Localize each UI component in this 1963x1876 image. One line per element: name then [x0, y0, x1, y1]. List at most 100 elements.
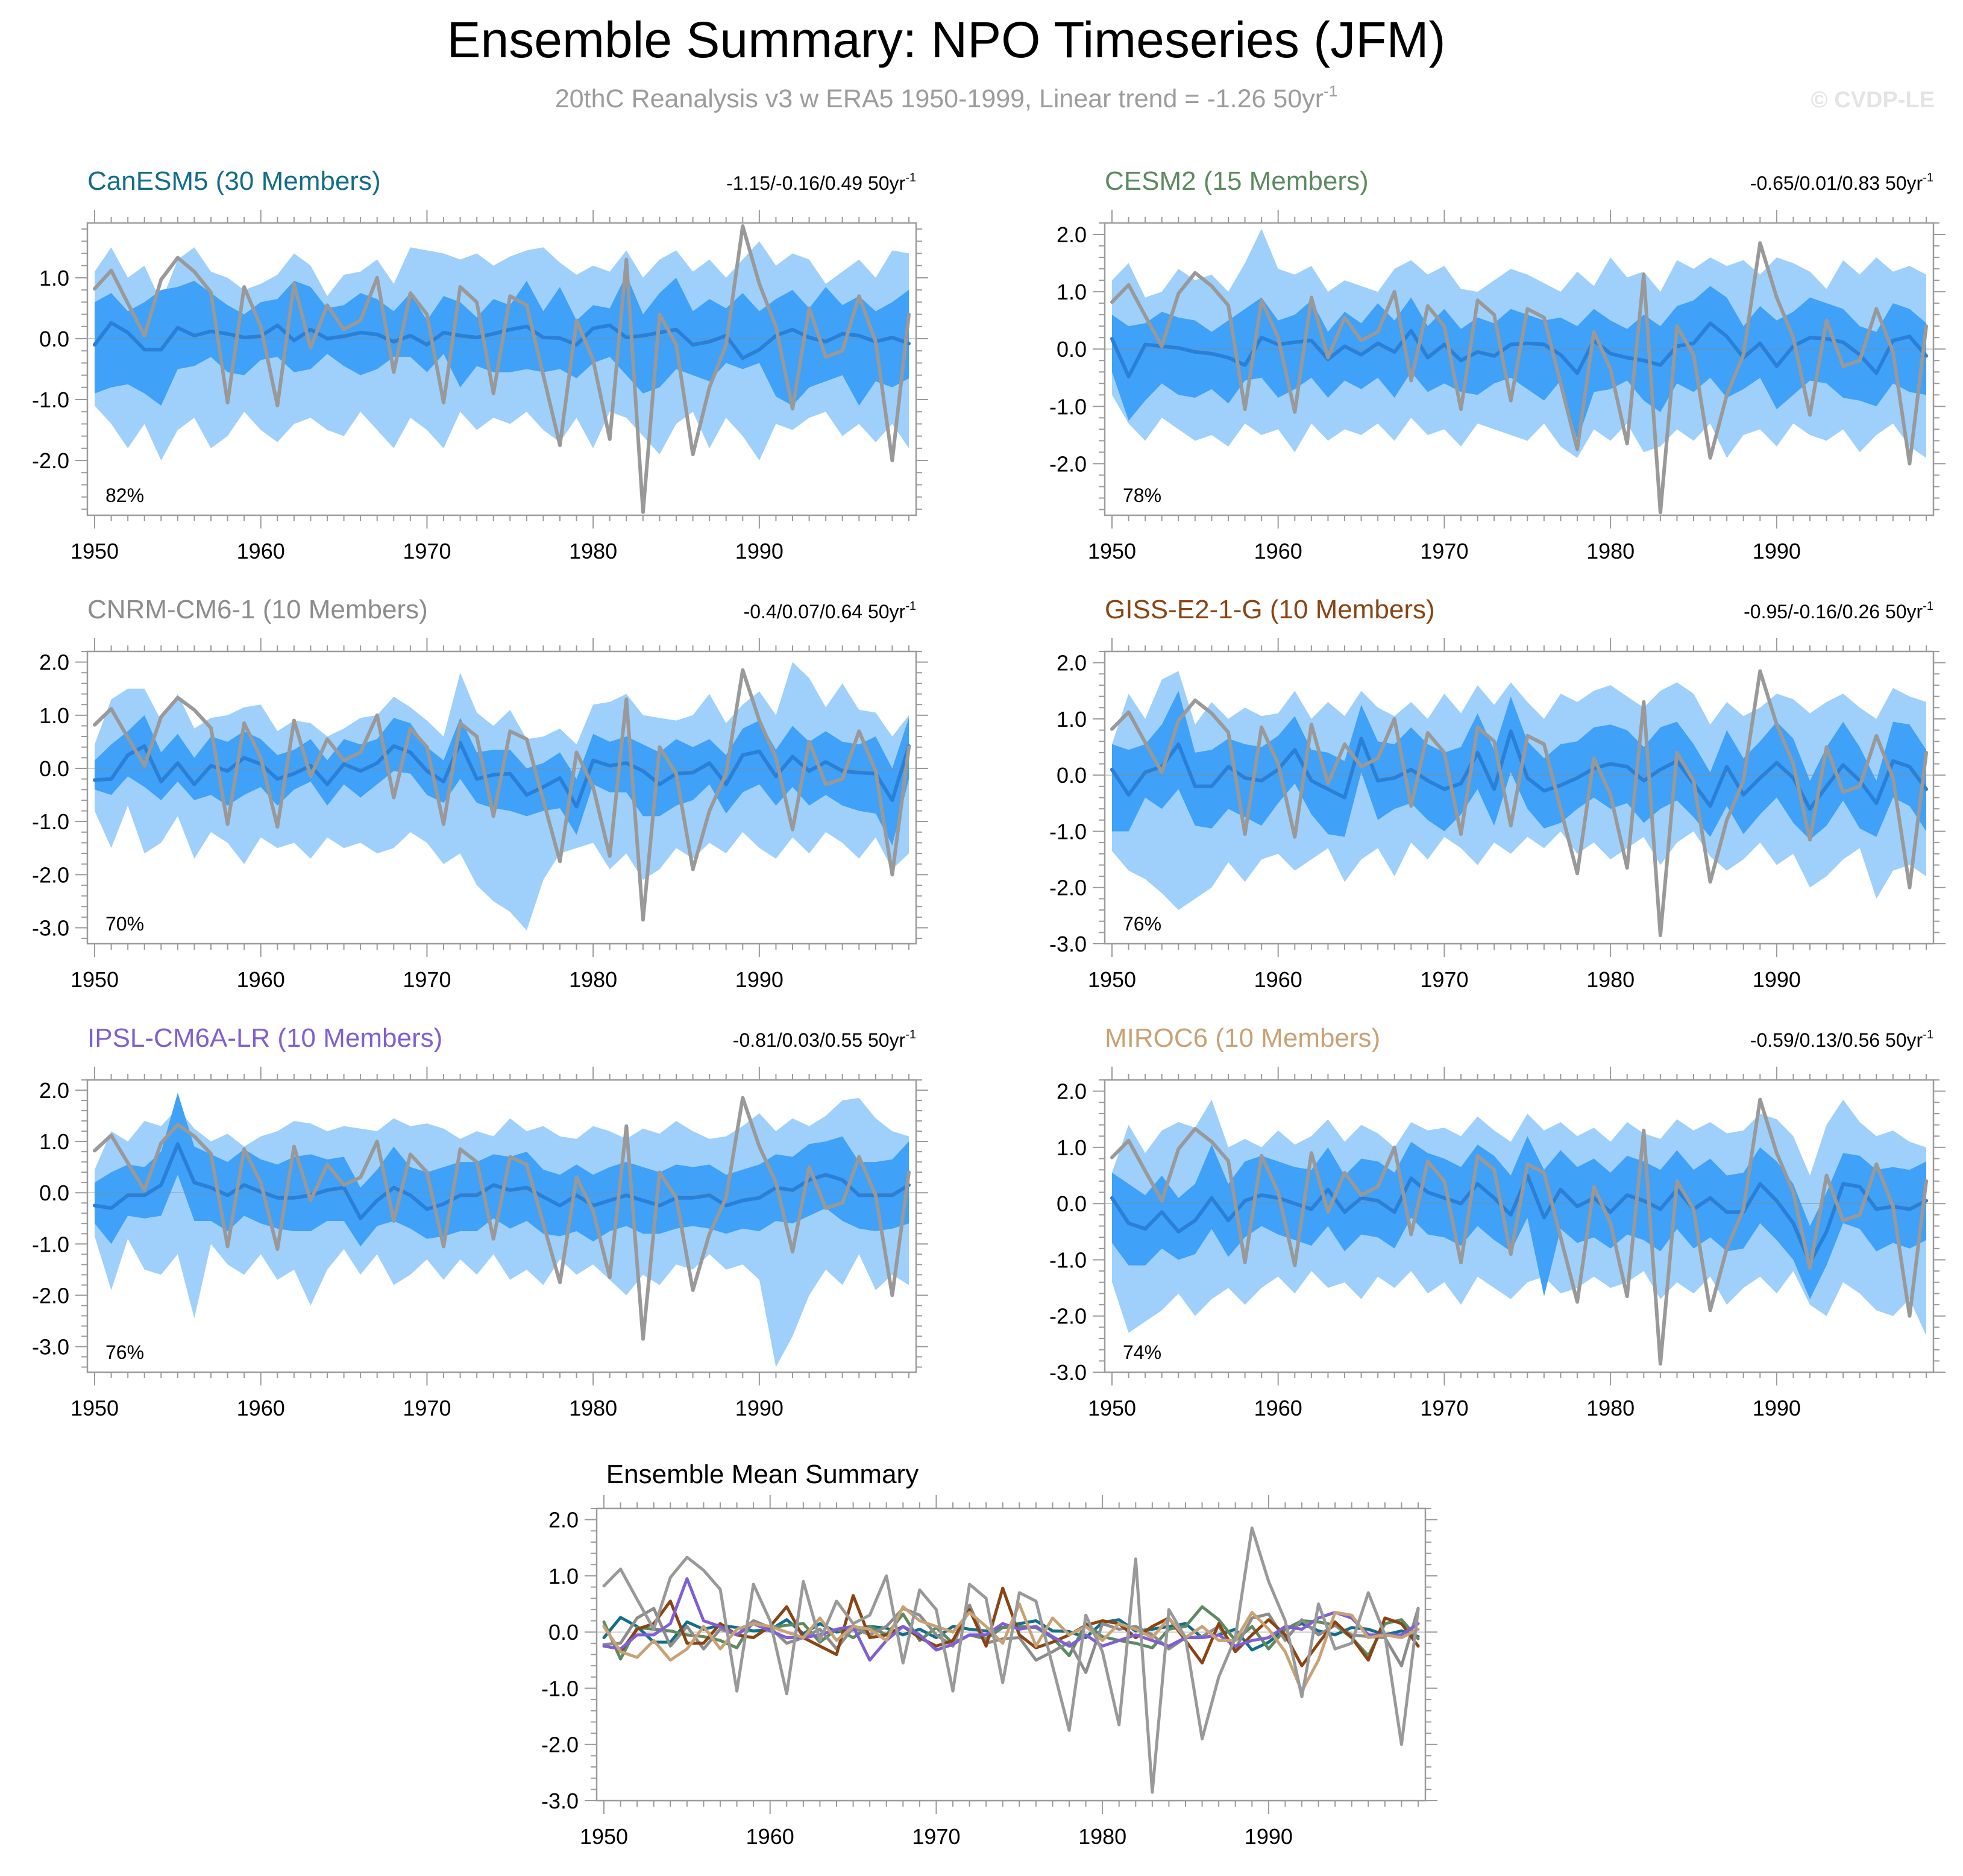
y-tick-label: 0.0	[1057, 1191, 1087, 1216]
percent-label: 70%	[105, 913, 144, 935]
plot-area-canesm5-30-members	[87, 224, 916, 514]
y-tick-label: -3.0	[541, 1789, 579, 1813]
ensemble-mean-line	[93, 321, 911, 360]
y-tick-label: 0.0	[39, 756, 69, 781]
y-tick-label: -1.0	[1049, 819, 1087, 844]
x-tick-label: 1970	[403, 539, 451, 563]
panel-title: IPSL-CM6A-LR (10 Members)	[87, 1023, 442, 1053]
panel-frame	[86, 650, 917, 945]
y-tick-label: 1.0	[39, 1129, 69, 1154]
y-tick-label: 0.0	[39, 327, 69, 351]
x-tick-label: 1970	[1420, 967, 1468, 992]
x-tick-label: 1970	[403, 967, 451, 992]
x-tick-label: 1990	[1245, 1824, 1293, 1849]
figure-subtitle: 20thC Reanalysis v3 w ERA5 1950-1999, Li…	[555, 82, 1337, 113]
trend-value: -0.59/0.13/0.56 50yr	[1750, 1029, 1923, 1051]
y-tick-label: -1.0	[32, 387, 69, 412]
figure-title: Ensemble Summary: NPO Timeseries (JFM)	[447, 11, 1446, 68]
panel-frame	[595, 1507, 1427, 1802]
ensemble-mean-line	[1110, 1173, 1928, 1265]
y-tick-label: 2.0	[39, 650, 69, 675]
watermark: © CVDP-LE	[1811, 87, 1935, 113]
panel-ipsl-cm6a-lr-10-members: 2.0 1.0 0.0 -1.0 -2.0 -3.0 1950 1960 1970 1980 199…	[32, 1023, 928, 1420]
x-tick-label: 1990	[1753, 1396, 1801, 1420]
y-tick-label: 0.0	[548, 1620, 579, 1645]
x-tick-label: 1960	[1254, 967, 1302, 992]
panel-frame	[1104, 222, 1935, 516]
y-tick-label: -2.0	[1049, 876, 1087, 900]
trend-value: -0.95/-0.16/0.26 50yr	[1744, 601, 1923, 623]
plot-area-cnrm-cm6-1-10-members	[87, 662, 916, 930]
percent-label: 76%	[1123, 913, 1161, 935]
x-tick-label: 1980	[1078, 1824, 1126, 1849]
x-tick-label: 1950	[71, 1396, 119, 1420]
y-tick-label: -2.0	[541, 1733, 579, 1757]
y-tick-label: 0.0	[39, 1181, 69, 1205]
percent-label: 78%	[1123, 485, 1161, 506]
ensemble-mean-line	[1110, 729, 1928, 811]
observed-line	[1110, 241, 1928, 515]
panel-title: CNRM-CM6-1 (10 Members)	[87, 595, 428, 624]
series-line-observations	[602, 1526, 1420, 1794]
percent-label: 74%	[1123, 1341, 1161, 1363]
panel-frame	[86, 1079, 917, 1373]
trend-superscript: -1	[905, 171, 916, 184]
y-tick-label: -1.0	[1049, 1247, 1087, 1272]
y-tick-label: -2.0	[1049, 1304, 1087, 1329]
y-tick-label: 2.0	[39, 1078, 69, 1103]
x-tick-label: 1950	[71, 539, 119, 563]
x-tick-label: 1950	[580, 1824, 628, 1849]
x-tick-label: 1950	[1088, 967, 1136, 992]
y-tick-label: -2.0	[32, 1283, 69, 1308]
y-tick-label: 0.0	[1057, 337, 1087, 362]
x-tick-label: 1990	[735, 1396, 784, 1420]
y-tick-label: -2.0	[32, 448, 69, 473]
trend-label: -0.65/0.01/0.83 50yr-1	[1750, 171, 1933, 194]
trend-label: -0.4/0.07/0.64 50yr-1	[744, 600, 916, 623]
series-line-miroc6	[602, 1602, 1420, 1693]
x-tick-label: 1970	[912, 1824, 960, 1849]
trend-label: -1.15/-0.16/0.49 50yr-1	[726, 171, 916, 194]
panel-cesm2-15-members: 2.0 1.0 0.0 -1.0 -2.0 1950 1960 1970 1980 1990 CES…	[1049, 166, 1946, 563]
x-tick-label: 1960	[746, 1824, 794, 1849]
x-tick-label: 1960	[1254, 1396, 1302, 1420]
y-tick-label: -3.0	[1049, 1360, 1087, 1385]
x-tick-label: 1950	[71, 967, 119, 992]
y-tick-label: 2.0	[1057, 1079, 1087, 1104]
y-tick-label: -3.0	[32, 1334, 69, 1359]
ensemble-25-75-band	[1112, 691, 1926, 840]
trend-superscript: -1	[1923, 600, 1933, 613]
x-tick-label: 1970	[1420, 1396, 1468, 1420]
y-tick-label: 1.0	[39, 703, 69, 728]
y-tick-label: 2.0	[1057, 651, 1087, 676]
trend-value: -0.81/0.03/0.55 50yr	[733, 1029, 906, 1051]
observed-line	[1110, 1097, 1928, 1366]
x-tick-label: 1980	[569, 967, 617, 992]
x-tick-label: 1950	[1088, 539, 1136, 563]
panel-title: CESM2 (15 Members)	[1105, 166, 1369, 196]
x-tick-label: 1960	[237, 1396, 285, 1420]
trend-value: -0.65/0.01/0.83 50yr	[1750, 172, 1923, 194]
y-tick-label: 1.0	[1057, 280, 1087, 304]
trend-superscript: -1	[1923, 1028, 1933, 1041]
percent-label: 76%	[105, 1341, 144, 1363]
series-line-giss-e2-1-g	[602, 1586, 1420, 1667]
plot-area-ensemble-mean-summary	[597, 1526, 1425, 1794]
x-tick-label: 1950	[1088, 1396, 1136, 1420]
y-tick-label: -1.0	[32, 809, 69, 834]
x-tick-label: 1980	[569, 1396, 617, 1420]
observed-line	[93, 1096, 911, 1341]
y-tick-label: -3.0	[32, 916, 69, 941]
panel-frame	[86, 222, 917, 516]
y-tick-label: 2.0	[1057, 222, 1087, 247]
panel-canesm5-30-members: 1.0 0.0 -1.0 -2.0 1950 1960 1970 1980 1990 CanESM…	[32, 166, 928, 563]
y-tick-label: -2.0	[1049, 451, 1087, 476]
ensemble-mean-line	[93, 1142, 911, 1220]
panel-title: GISS-E2-1-G (10 Members)	[1105, 595, 1435, 624]
ensemble-25-75-band	[95, 1093, 909, 1247]
y-tick-label: 1.0	[548, 1564, 579, 1589]
ensemble-mean-line	[1110, 321, 1928, 378]
